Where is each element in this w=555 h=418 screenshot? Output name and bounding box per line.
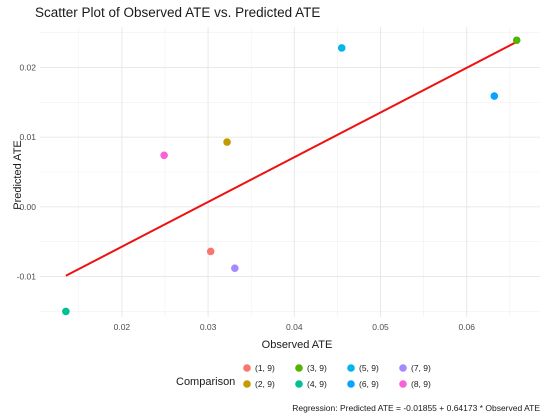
legend-swatch: [295, 364, 303, 372]
data-point: [160, 151, 168, 160]
legend-swatch: [347, 364, 355, 372]
regression-line: [65, 40, 518, 277]
chart-title: Scatter Plot of Observed ATE vs. Predict…: [35, 5, 320, 20]
legend-label: (3, 9): [307, 363, 327, 373]
legend-label: (5, 9): [359, 363, 379, 373]
legend-label: (1, 9): [255, 363, 275, 373]
legend-swatch: [399, 364, 407, 372]
data-point: [490, 92, 499, 100]
y-axis-ticks: -0.01 0.00 0.01 0.02: [17, 62, 37, 281]
y-tick-label: 0.02: [19, 62, 36, 72]
legend-label: (4, 9): [307, 379, 327, 389]
legend-swatch: [243, 380, 251, 388]
regression-caption: Regression: Predicted ATE = -0.01855 + 0…: [292, 403, 540, 413]
data-point: [62, 307, 70, 316]
legend: Comparison (1, 9) (2, 9) (3, 9) (4, 9) (5, 9…: [176, 363, 431, 389]
y-tick-label: 0.01: [19, 132, 36, 142]
y-tick-label: 0.00: [19, 202, 36, 212]
legend-label: (8, 9): [411, 379, 431, 389]
x-tick-label: 0.06: [458, 322, 475, 332]
y-axis-title: Predicted ATE: [12, 140, 24, 210]
x-tick-label: 0.04: [286, 322, 303, 332]
data-point: [231, 264, 239, 273]
legend-label: (6, 9): [359, 379, 379, 389]
legend-swatch: [295, 380, 303, 388]
data-point: [512, 36, 521, 45]
legend-title: Comparison: [176, 376, 235, 388]
legend-swatch: [399, 380, 407, 388]
data-point: [337, 44, 346, 52]
x-tick-label: 0.03: [200, 322, 217, 332]
data-point: [206, 247, 215, 256]
legend-label: (2, 9): [255, 379, 275, 389]
x-tick-label: 0.02: [114, 322, 131, 332]
legend-label: (7, 9): [411, 363, 431, 373]
x-axis-title: Observed ATE: [262, 339, 333, 351]
grid: [40, 27, 540, 317]
x-tick-label: 0.05: [372, 322, 389, 332]
legend-swatch: [347, 380, 355, 388]
legend-items: (1, 9) (2, 9) (3, 9) (4, 9) (5, 9) (6, 9) (7, …: [243, 363, 431, 389]
regression-layer: [65, 40, 518, 277]
x-axis-ticks: 0.02 0.03 0.04 0.05 0.06: [114, 322, 476, 332]
data-point: [223, 138, 231, 146]
y-tick-label: -0.01: [17, 272, 37, 282]
points-layer: [62, 36, 521, 316]
legend-swatch: [243, 364, 251, 372]
